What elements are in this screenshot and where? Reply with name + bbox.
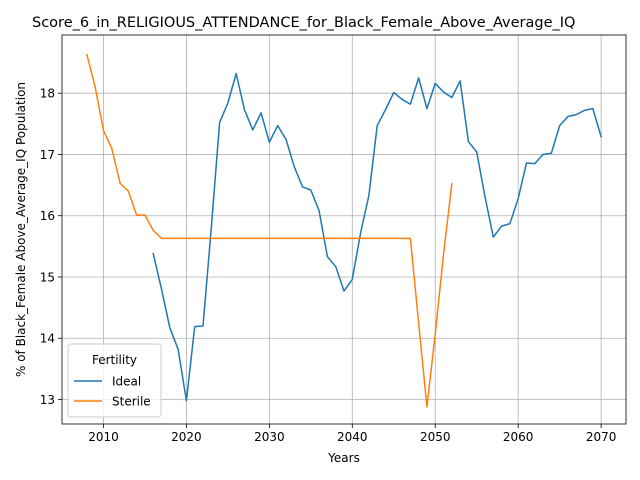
legend-title: Fertility bbox=[92, 353, 137, 367]
x-tick-label: 2030 bbox=[254, 430, 285, 444]
y-tick-label: 14 bbox=[40, 332, 55, 346]
legend-box bbox=[67, 343, 162, 418]
x-tick-label: 2060 bbox=[503, 430, 534, 444]
series-lines bbox=[85, 53, 603, 408]
x-axis-ticks: 2010 2020 2030 2040 2050 2060 2070 bbox=[88, 424, 616, 444]
plot-frame bbox=[61, 34, 627, 425]
x-tick-label: 2050 bbox=[420, 430, 451, 444]
x-axis-label: Years bbox=[327, 451, 360, 465]
x-tick-label: 2010 bbox=[88, 430, 119, 444]
legend-label-sterile: Sterile bbox=[112, 395, 151, 409]
y-axis-ticks: 13 14 15 16 17 18 bbox=[40, 87, 62, 407]
chart-title: Score_6_in_RELIGIOUS_ATTENDANCE_for_Blac… bbox=[32, 15, 575, 31]
y-axis-label: % of Black_Female Above_Average_IQ Popul… bbox=[14, 82, 28, 377]
y-tick-label: 17 bbox=[40, 148, 55, 162]
y-tick-label: 15 bbox=[40, 270, 55, 284]
y-tick-label: 13 bbox=[40, 393, 55, 407]
series-line-sterile bbox=[85, 53, 453, 408]
legend-label-ideal: Ideal bbox=[112, 375, 141, 389]
legend: Fertility Ideal Sterile bbox=[67, 343, 162, 418]
x-tick-label: 2020 bbox=[171, 430, 202, 444]
y-tick-label: 18 bbox=[40, 87, 55, 101]
series-line-ideal bbox=[152, 72, 603, 402]
x-tick-label: 2070 bbox=[586, 430, 617, 444]
y-tick-label: 16 bbox=[40, 209, 55, 223]
x-tick-label: 2040 bbox=[337, 430, 368, 444]
